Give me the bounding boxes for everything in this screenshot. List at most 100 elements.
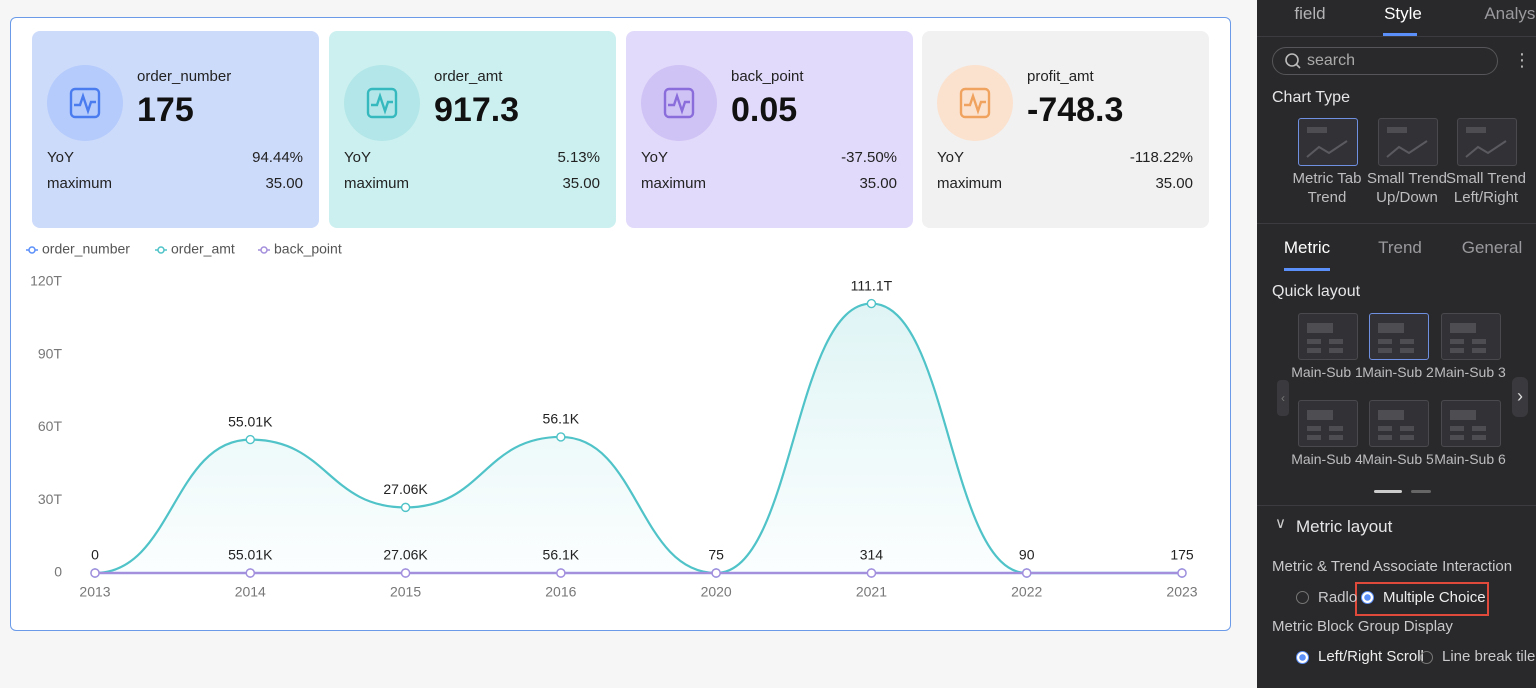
data-point [90, 568, 100, 578]
layout-thumb[interactable] [1369, 313, 1429, 360]
yoy-label: YoY [641, 149, 668, 166]
option-title: Metric Block Group Display [1272, 618, 1453, 635]
x-tick-label: 2015 [390, 584, 421, 600]
yoy-value: -37.50% [841, 149, 897, 166]
chart-type-label[interactable]: Small Trend [1445, 170, 1527, 187]
y-tick-label: 60T [38, 418, 63, 434]
chart-type-label[interactable]: Metric Tab [1292, 170, 1362, 187]
legend-label: order_amt [171, 241, 235, 257]
option-label[interactable]: Radlo [1318, 589, 1358, 606]
more-menu[interactable]: ⋮ [1513, 50, 1531, 70]
layout-label[interactable]: Main-Sub 6 [1434, 451, 1506, 467]
value-label: 55.01K [228, 547, 273, 563]
search-box[interactable] [1272, 47, 1498, 75]
y-tick-label: 0 [54, 564, 62, 580]
layout-label[interactable]: Main-Sub 3 [1434, 364, 1506, 380]
legend-label: back_point [274, 241, 342, 257]
layout-label[interactable]: Main-Sub 5 [1362, 451, 1434, 467]
chart-type-label[interactable]: Up/Down [1376, 189, 1438, 206]
metric-card[interactable]: order_number 175 YoY 94.44% maximum 35.00 [32, 31, 319, 228]
value-label: 56.1K [543, 411, 580, 427]
max-label: maximum [344, 175, 410, 192]
max-label: maximum [937, 175, 1003, 192]
tab[interactable]: Analysis [1484, 4, 1536, 23]
chart-type-label[interactable]: Left/Right [1453, 189, 1519, 206]
metric-icon [641, 65, 717, 141]
layout-thumb[interactable] [1441, 400, 1501, 447]
max-value: 35.00 [265, 175, 303, 192]
data-point [245, 568, 255, 578]
value-label: 27.06K [383, 481, 428, 497]
value-label: 314 [860, 547, 884, 563]
metric-value: 917.3 [434, 91, 520, 129]
search-icon [1285, 53, 1301, 69]
value-label: 90 [1019, 547, 1035, 563]
chart-type-label[interactable]: Small Trend [1366, 170, 1448, 187]
yoy-label: YoY [47, 149, 74, 166]
data-point [1022, 568, 1032, 578]
layout-thumb[interactable] [1441, 313, 1501, 360]
max-label: maximum [47, 175, 113, 192]
metric-name: back_point [731, 68, 804, 85]
layout-thumb[interactable] [1298, 400, 1358, 447]
tab-indicator [1284, 268, 1330, 271]
highlight-box [1355, 582, 1489, 616]
max-value: 35.00 [1155, 175, 1193, 192]
section-title: Metric layout [1296, 517, 1393, 536]
max-label: maximum [641, 175, 707, 192]
legend-label: order_number [42, 241, 130, 257]
data-point [866, 298, 877, 309]
metric-name: profit_amt [1027, 68, 1094, 85]
sub-tab[interactable]: Metric [1283, 238, 1331, 257]
option-label[interactable]: Multiple Choice [1383, 589, 1486, 606]
x-tick-label: 2014 [235, 584, 266, 600]
value-label: 0 [91, 547, 99, 563]
next-arrow[interactable]: › [1512, 377, 1528, 417]
collapse-icon[interactable]: ∨ [1275, 515, 1286, 532]
data-point [556, 568, 566, 578]
sub-tab[interactable]: Trend [1378, 238, 1422, 257]
data-point [400, 502, 411, 513]
chart-type-thumb[interactable] [1298, 118, 1358, 166]
chart-type-label[interactable]: Trend [1307, 189, 1347, 206]
metric-card[interactable]: order_amt 917.3 YoY 5.13% maximum 35.00 [329, 31, 616, 228]
divider [1257, 223, 1536, 224]
radio[interactable] [1420, 651, 1433, 664]
value-label: 175 [1170, 547, 1194, 563]
layout-thumb[interactable] [1369, 400, 1429, 447]
prev-arrow[interactable]: ‹ [1277, 380, 1289, 416]
data-point [556, 432, 566, 442]
metric-icon [47, 65, 123, 141]
layout-label[interactable]: Main-Sub 1 [1291, 364, 1363, 380]
chart-type-thumb[interactable] [1457, 118, 1517, 166]
metric-name: order_number [137, 68, 232, 85]
search-input[interactable]: search [1307, 52, 1356, 69]
value-label: 55.01K [228, 413, 273, 429]
radio[interactable] [1361, 591, 1374, 604]
legend-marker [260, 246, 268, 254]
option-label[interactable]: Left/Right Scroll [1318, 648, 1424, 665]
layout-label[interactable]: Main-Sub 2 [1362, 364, 1434, 380]
radio[interactable] [1296, 591, 1309, 604]
page-dot [1411, 490, 1431, 493]
layout-thumb[interactable] [1298, 313, 1358, 360]
max-value: 35.00 [562, 175, 600, 192]
layout-label[interactable]: Main-Sub 4 [1291, 451, 1363, 467]
metric-card[interactable]: back_point 0.05 YoY -37.50% maximum 35.00 [626, 31, 913, 228]
yoy-value: 94.44% [252, 149, 303, 166]
data-point [711, 568, 721, 578]
data-point [400, 568, 411, 578]
sub-tab[interactable]: General [1461, 238, 1523, 257]
metric-icon [937, 65, 1013, 141]
chart-type-thumb[interactable] [1378, 118, 1438, 166]
x-tick-label: 2016 [545, 584, 576, 600]
radio[interactable] [1296, 651, 1309, 664]
tab[interactable]: field [1294, 4, 1326, 23]
tab[interactable]: Style [1384, 4, 1422, 23]
metric-icon [344, 65, 420, 141]
metric-card[interactable]: profit_amt -748.3 YoY -118.22% maximum 35.00 [922, 31, 1209, 228]
section-title: Chart Type [1272, 89, 1350, 106]
option-label[interactable]: Line break tile [1442, 648, 1536, 665]
